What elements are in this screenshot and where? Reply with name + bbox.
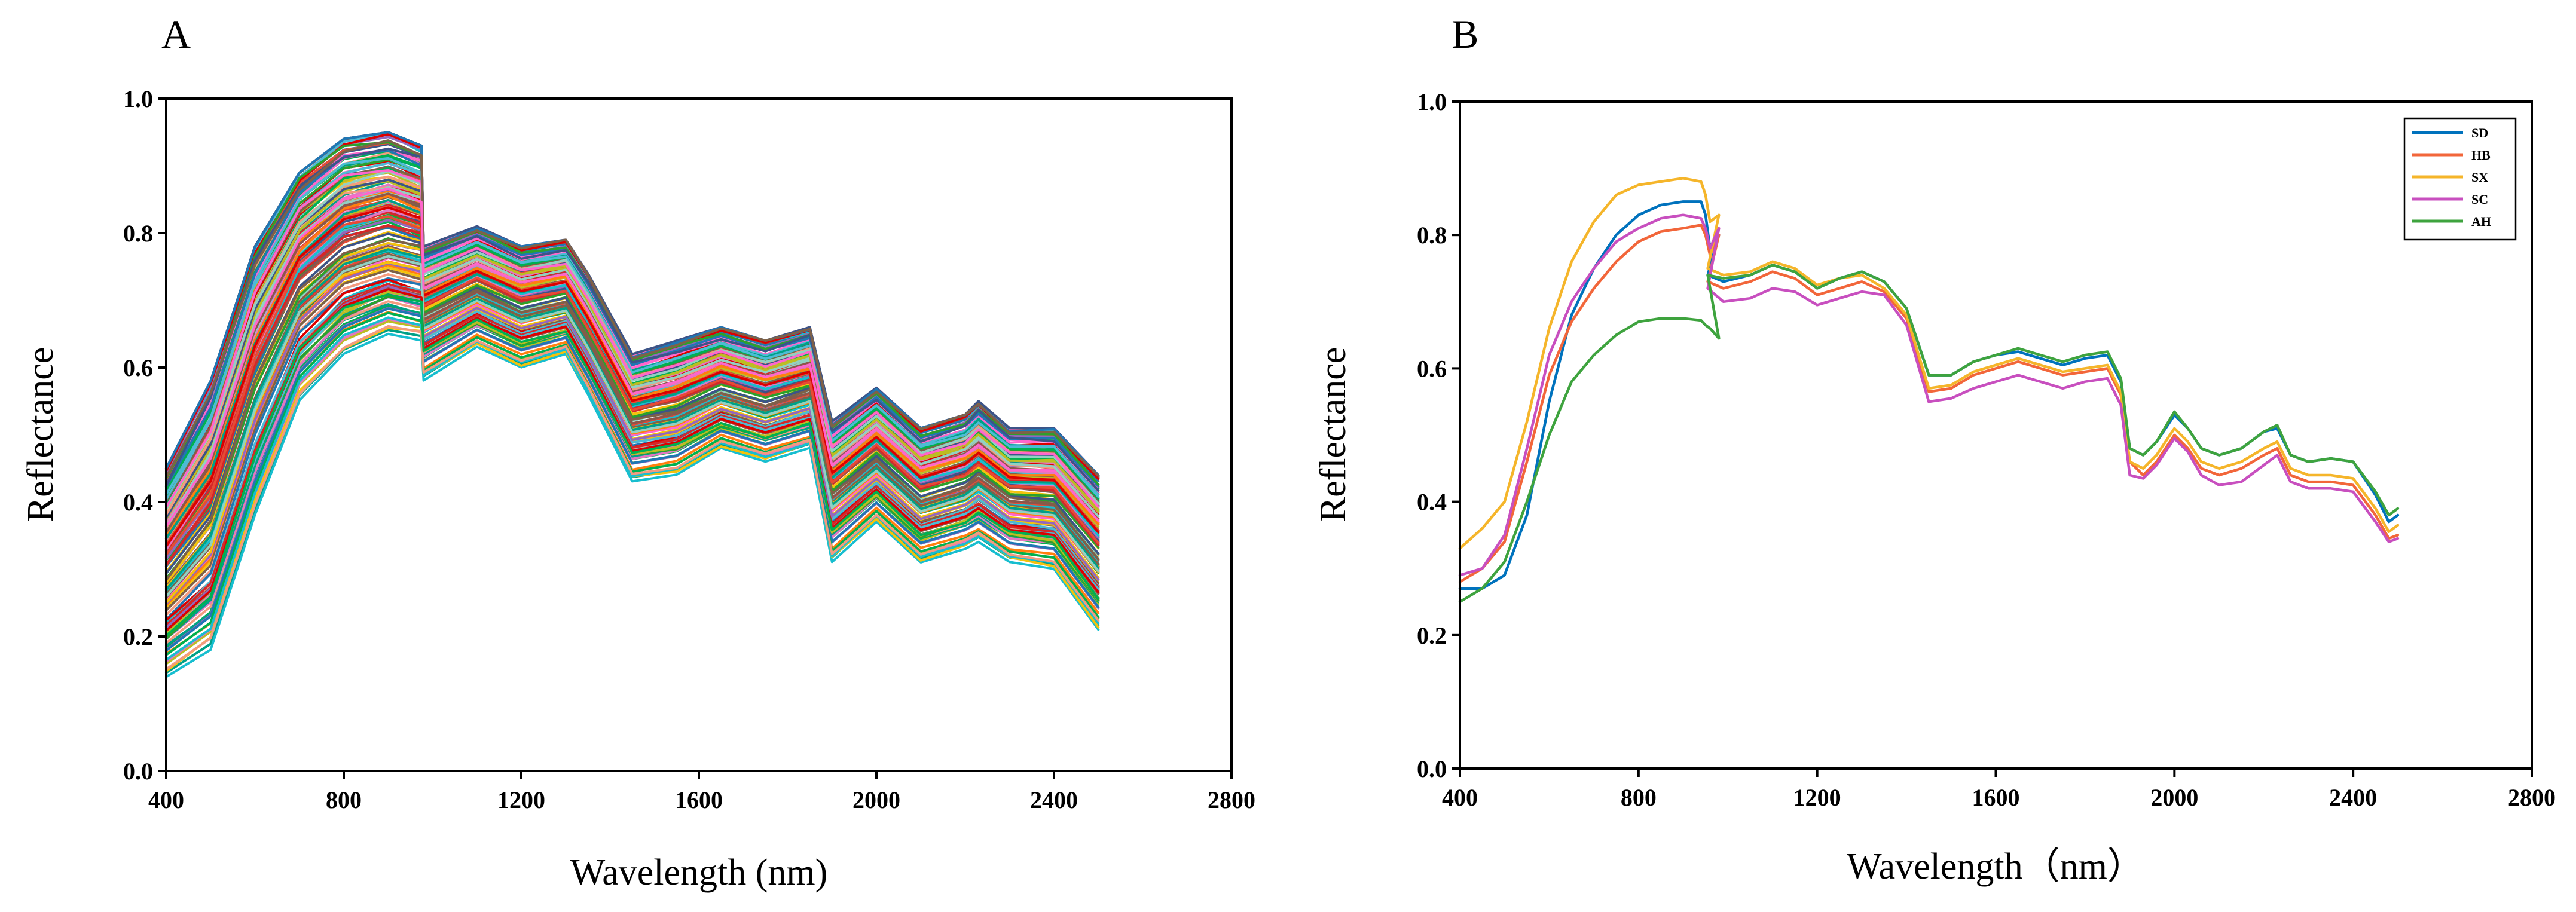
panel-b-y-tick-label: 0.0 [1417,755,1447,782]
panel-b-y-tick-label: 1.0 [1417,88,1447,115]
legend-box [2403,117,2517,241]
panel-b-legend: SD HB SX SC AH [2403,117,2517,241]
panel-b-x-tick-label: 2800 [2508,784,2556,811]
panel-b-label: B [1452,11,1478,57]
panel-a-x-tick-label: 1600 [675,786,723,813]
panel-b-x-axis: 400 800 1200 1600 2000 2400 2800 [1442,769,2556,811]
legend-label-sx: SX [2471,170,2488,185]
panel-b-x-axis-title: Wavelength（nm） [1847,846,2144,887]
panel-a-spectrum-line [165,178,1100,519]
legend-label-sd: SD [2471,126,2488,140]
panel-b-y-axis: 0.0 0.2 0.4 0.6 0.8 1.0 [1417,88,1460,782]
panel-a-x-tick-label: 2400 [1030,786,1078,813]
panel-a-x-tick-label: 400 [148,786,184,813]
panel-b: B 400 800 1200 1600 2000 2400 2800 0.00.20.40.… [1313,11,2556,887]
panel-b-x-tick-label: 2000 [2150,784,2198,811]
panel-a-y-tick-label: 0.2 [123,623,153,650]
panel-b-y-tick-label: 0.6 [1417,355,1447,382]
legend-label-sc: SC [2471,192,2488,207]
panel-b-x-tick-label: 400 [1442,784,1478,811]
panel-a-spectrum-line [165,215,1100,556]
panel-a-y-axis-title: Reflectance [20,347,61,522]
panel-a-spectrum-line [165,283,1100,628]
panel-a-spectrum-line [165,157,1100,498]
panel-b-x-tick-label: 2400 [2329,784,2377,811]
panel-a-x-tick-label: 2800 [1208,786,1255,813]
panel-a-y-axis: 0.0 0.2 0.4 0.6 0.8 1.0 [123,85,166,785]
panel-b-plot-frame [1459,100,2533,770]
panel-a-x-tick-label: 800 [326,786,362,813]
panel-b-x-tick-label: 1600 [1972,784,2020,811]
panel-a-spectrum-line [165,325,1100,671]
panel-a-spectra [165,131,1100,678]
panel-a-y-tick-label: 0.4 [123,489,153,516]
panel-b-series-line-sx [1458,177,2400,550]
panel-a-spectrum-line [165,255,1100,598]
panel-b-series [1458,177,2400,604]
panel-a-spectrum-line [165,307,1100,652]
panel-b-series-line-ah [1458,264,2400,604]
legend-label-hb: HB [2471,148,2491,163]
panel-a-spectrum-line [165,238,1100,582]
panel-b-x-tick-label: 800 [1621,784,1657,811]
panel-a-spectrum-line [165,293,1100,637]
panel-a-spectrum-line [165,316,1100,661]
panel-b-series-line-sc [1458,213,2400,577]
panel-b-y-tick-label: 0.8 [1417,222,1447,249]
panel-a-spectrum-line [165,187,1100,528]
panel-a-spectrum-line [165,139,1100,479]
panel-a-spectrum-line [165,169,1100,509]
panel-a-spectrum-line [165,262,1100,605]
panel-b-y-tick-label: 0.4 [1417,489,1447,516]
panel-a-x-tick-label: 1200 [497,786,545,813]
panel-a: A 400 800 1200 1600 2000 2400 2800 0.00.20.40.… [20,11,1255,893]
panel-a-y-tick-label: 0.6 [123,354,153,381]
panel-b-x-tick-label: 1200 [1793,784,1841,811]
panel-a-label: A [161,11,191,57]
panel-a-y-tick-label: 1.0 [123,85,153,112]
panel-b-y-tick-label: 0.2 [1417,622,1447,649]
panel-a-y-tick-label: 0.0 [123,758,153,785]
panel-a-spectrum-line [165,332,1100,678]
panel-b-series-line-hb [1458,224,2400,583]
panel-a-spectrum-line [165,206,1100,548]
panel-a-x-axis-title: Wavelength (nm) [570,852,828,893]
panel-a-x-axis: 400 800 1200 1600 2000 2400 2800 [148,771,1255,813]
panel-a-spectrum-line [165,147,1100,492]
panel-a-x-tick-label: 2000 [852,786,900,813]
panel-b-y-axis-title: Reflectance [1313,347,1353,522]
panel-a-y-tick-label: 0.8 [123,220,153,247]
panel-a-spectrum-line [165,170,1100,510]
legend-label-ah: AH [2471,214,2491,229]
